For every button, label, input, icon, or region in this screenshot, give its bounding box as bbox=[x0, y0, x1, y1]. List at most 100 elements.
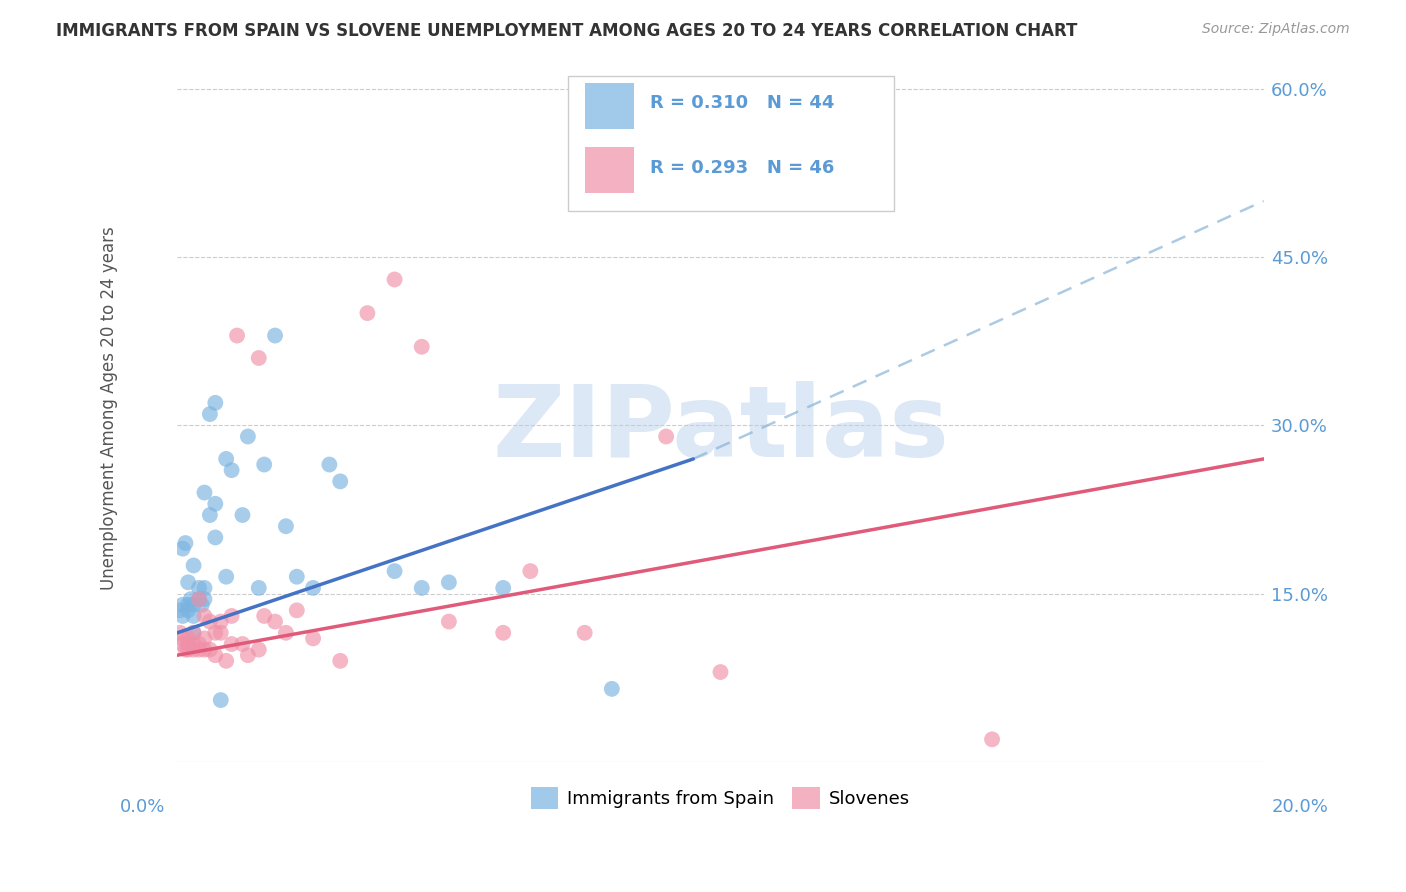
Point bbox=[177, 642, 200, 657]
FancyBboxPatch shape bbox=[585, 147, 634, 193]
Point bbox=[247, 581, 270, 595]
Point bbox=[437, 615, 460, 629]
Point bbox=[183, 637, 205, 651]
Point bbox=[193, 485, 215, 500]
Point bbox=[204, 497, 226, 511]
Point bbox=[285, 570, 308, 584]
Point bbox=[411, 581, 433, 595]
Point bbox=[264, 615, 287, 629]
Text: 20.0%: 20.0% bbox=[1272, 798, 1329, 816]
Point bbox=[204, 625, 226, 640]
Point bbox=[188, 592, 211, 607]
Point bbox=[221, 637, 243, 651]
Point bbox=[183, 609, 205, 624]
Point bbox=[302, 632, 325, 646]
Point bbox=[215, 654, 238, 668]
Point bbox=[193, 632, 215, 646]
Point bbox=[174, 536, 197, 550]
Text: R = 0.310   N = 44: R = 0.310 N = 44 bbox=[650, 95, 834, 112]
Point bbox=[198, 407, 221, 421]
Point bbox=[204, 648, 226, 663]
Point bbox=[183, 625, 205, 640]
Point bbox=[177, 632, 200, 646]
Point bbox=[253, 609, 276, 624]
Point bbox=[302, 581, 325, 595]
Point bbox=[274, 519, 297, 533]
Text: Unemployment Among Ages 20 to 24 years: Unemployment Among Ages 20 to 24 years bbox=[100, 227, 118, 591]
Point bbox=[682, 137, 704, 152]
Point bbox=[183, 625, 205, 640]
Point bbox=[492, 625, 515, 640]
Point bbox=[177, 575, 200, 590]
Point bbox=[264, 328, 287, 343]
Point bbox=[209, 615, 232, 629]
Text: ZIPatlas: ZIPatlas bbox=[492, 381, 949, 478]
Point bbox=[231, 637, 253, 651]
Point bbox=[169, 603, 191, 617]
Legend: Immigrants from Spain, Slovenes: Immigrants from Spain, Slovenes bbox=[524, 780, 917, 816]
Point bbox=[180, 592, 202, 607]
Point bbox=[437, 575, 460, 590]
FancyBboxPatch shape bbox=[585, 84, 634, 129]
Point bbox=[236, 429, 259, 443]
Point bbox=[204, 531, 226, 545]
Point bbox=[188, 592, 211, 607]
Point bbox=[172, 541, 194, 556]
Point bbox=[172, 598, 194, 612]
Point bbox=[193, 592, 215, 607]
Point bbox=[411, 340, 433, 354]
Point bbox=[492, 581, 515, 595]
Point bbox=[655, 429, 678, 443]
Point bbox=[183, 558, 205, 573]
Text: R = 0.293   N = 46: R = 0.293 N = 46 bbox=[650, 159, 834, 178]
Point bbox=[209, 693, 232, 707]
Point bbox=[519, 564, 541, 578]
Point bbox=[600, 681, 623, 696]
Point bbox=[183, 642, 205, 657]
Point bbox=[188, 642, 211, 657]
Point bbox=[204, 396, 226, 410]
Point bbox=[285, 603, 308, 617]
Text: 0.0%: 0.0% bbox=[120, 798, 165, 816]
Point bbox=[253, 458, 276, 472]
Point bbox=[190, 598, 212, 612]
Point bbox=[247, 642, 270, 657]
Point bbox=[215, 451, 238, 466]
FancyBboxPatch shape bbox=[568, 77, 894, 211]
Point bbox=[221, 463, 243, 477]
Point bbox=[193, 581, 215, 595]
Point bbox=[981, 732, 1004, 747]
Point bbox=[174, 642, 197, 657]
Point bbox=[356, 306, 378, 320]
Text: IMMIGRANTS FROM SPAIN VS SLOVENE UNEMPLOYMENT AMONG AGES 20 TO 24 YEARS CORRELAT: IMMIGRANTS FROM SPAIN VS SLOVENE UNEMPLO… bbox=[56, 22, 1077, 40]
Point bbox=[198, 508, 221, 522]
Point bbox=[172, 609, 194, 624]
Point bbox=[236, 648, 259, 663]
Point bbox=[384, 564, 406, 578]
Point bbox=[172, 637, 194, 651]
Point bbox=[172, 632, 194, 646]
Point bbox=[188, 637, 211, 651]
Point bbox=[231, 508, 253, 522]
Point bbox=[329, 475, 352, 489]
Point bbox=[198, 642, 221, 657]
Point bbox=[177, 603, 200, 617]
Text: Source: ZipAtlas.com: Source: ZipAtlas.com bbox=[1202, 22, 1350, 37]
Point bbox=[209, 625, 232, 640]
Point bbox=[226, 328, 249, 343]
Point bbox=[193, 642, 215, 657]
Point bbox=[198, 615, 221, 629]
Point bbox=[709, 665, 731, 679]
Point bbox=[574, 625, 596, 640]
Point bbox=[215, 570, 238, 584]
Point bbox=[169, 625, 191, 640]
Point bbox=[247, 351, 270, 365]
Point bbox=[183, 598, 205, 612]
Point bbox=[221, 609, 243, 624]
Point bbox=[177, 598, 200, 612]
Point bbox=[188, 581, 211, 595]
Point bbox=[177, 637, 200, 651]
Point bbox=[274, 625, 297, 640]
Point bbox=[329, 654, 352, 668]
Point bbox=[318, 458, 340, 472]
